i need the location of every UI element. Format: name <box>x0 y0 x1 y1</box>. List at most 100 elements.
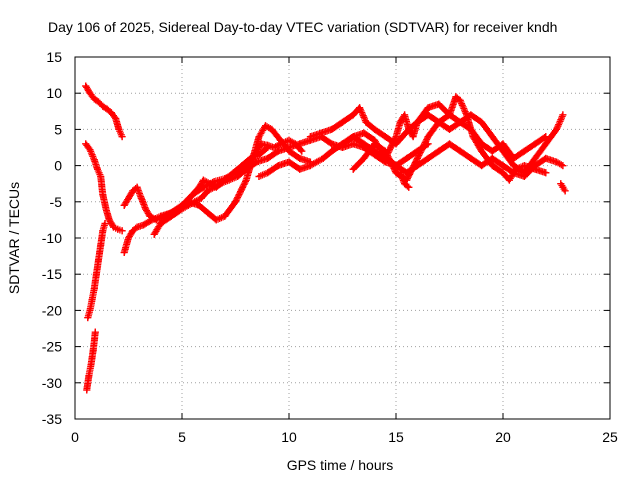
data-point <box>435 100 443 108</box>
data-point <box>520 162 528 170</box>
data-point <box>396 169 404 177</box>
data-point <box>238 162 246 170</box>
data-point <box>133 183 141 191</box>
data-point <box>204 187 212 195</box>
data-point <box>328 147 336 155</box>
data-point <box>553 158 560 166</box>
data-point <box>298 147 306 155</box>
data-point <box>328 140 336 148</box>
data-point <box>401 111 409 119</box>
data-point <box>197 194 205 202</box>
series-track-l <box>349 93 550 184</box>
data-point <box>264 154 272 162</box>
marker-trace <box>83 328 99 394</box>
data-point <box>559 162 567 170</box>
data-point <box>478 162 486 170</box>
series-track-a <box>82 82 126 141</box>
data-point <box>362 118 370 126</box>
data-point <box>152 216 160 224</box>
x-axis-label: GPS time / hours <box>287 457 394 473</box>
data-point <box>452 93 460 101</box>
data-point <box>349 133 357 141</box>
x-tick-label: 25 <box>602 429 618 445</box>
data-point <box>349 165 357 173</box>
data-point <box>405 183 413 191</box>
data-point <box>184 201 192 209</box>
data-point <box>285 144 293 151</box>
y-tick-label: 10 <box>46 85 62 101</box>
data-point <box>118 133 126 141</box>
data-point <box>92 270 100 278</box>
data-point <box>146 212 154 220</box>
data-point <box>488 133 496 141</box>
data-point <box>91 328 99 336</box>
data-point <box>446 140 453 148</box>
data-point <box>413 118 421 126</box>
y-tick-label: -25 <box>42 339 62 355</box>
marker-trace <box>84 220 109 322</box>
data-point <box>221 176 229 184</box>
data-point <box>371 140 379 148</box>
data-point <box>99 191 107 199</box>
data-point <box>488 147 496 155</box>
data-point <box>413 154 421 162</box>
data-point <box>510 154 518 162</box>
data-point <box>95 256 102 264</box>
data-point <box>255 151 263 159</box>
data-point <box>478 118 486 126</box>
data-point <box>306 133 314 141</box>
data-point <box>87 361 95 369</box>
data-point <box>435 147 443 155</box>
data-point <box>349 140 357 148</box>
data-point <box>381 147 389 155</box>
data-point <box>99 102 107 110</box>
data-point <box>401 180 409 188</box>
data-point <box>531 154 539 162</box>
data-point <box>542 169 550 177</box>
data-point <box>264 144 272 151</box>
data-point <box>446 111 453 119</box>
data-point <box>255 133 263 141</box>
data-point <box>195 201 203 209</box>
data-point <box>262 122 269 130</box>
data-point <box>274 162 282 170</box>
data-point <box>499 162 507 170</box>
data-point <box>319 154 327 162</box>
data-point <box>120 249 128 256</box>
series-track-c <box>84 220 109 322</box>
data-point <box>195 183 203 191</box>
data-point <box>105 216 113 224</box>
data-point <box>189 191 197 199</box>
data-point <box>561 187 569 195</box>
series-track-h <box>182 144 272 206</box>
data-point <box>371 125 379 133</box>
data-point <box>349 111 357 119</box>
data-point <box>86 146 94 154</box>
x-tick-label: 20 <box>495 429 511 445</box>
data-point <box>317 129 325 137</box>
data-point <box>531 165 539 173</box>
series-track-f <box>120 122 314 224</box>
x-tick-label: 0 <box>71 429 79 445</box>
data-points <box>82 82 569 394</box>
data-point <box>129 227 137 235</box>
data-point <box>204 209 212 217</box>
data-point <box>403 154 411 162</box>
data-point <box>296 140 304 148</box>
data-point <box>328 125 336 133</box>
data-point <box>435 118 443 126</box>
data-point <box>101 220 109 227</box>
data-point <box>510 162 518 170</box>
data-point <box>178 205 186 213</box>
data-point <box>285 136 293 144</box>
y-tick-label: -10 <box>42 230 62 246</box>
data-point <box>559 111 567 119</box>
data-point <box>191 198 199 206</box>
data-point <box>405 125 413 133</box>
x-tick-label: 5 <box>178 429 186 445</box>
data-point <box>520 169 528 177</box>
data-point <box>212 183 220 191</box>
data-point <box>232 198 239 206</box>
data-point <box>360 154 368 162</box>
data-point <box>229 169 237 177</box>
